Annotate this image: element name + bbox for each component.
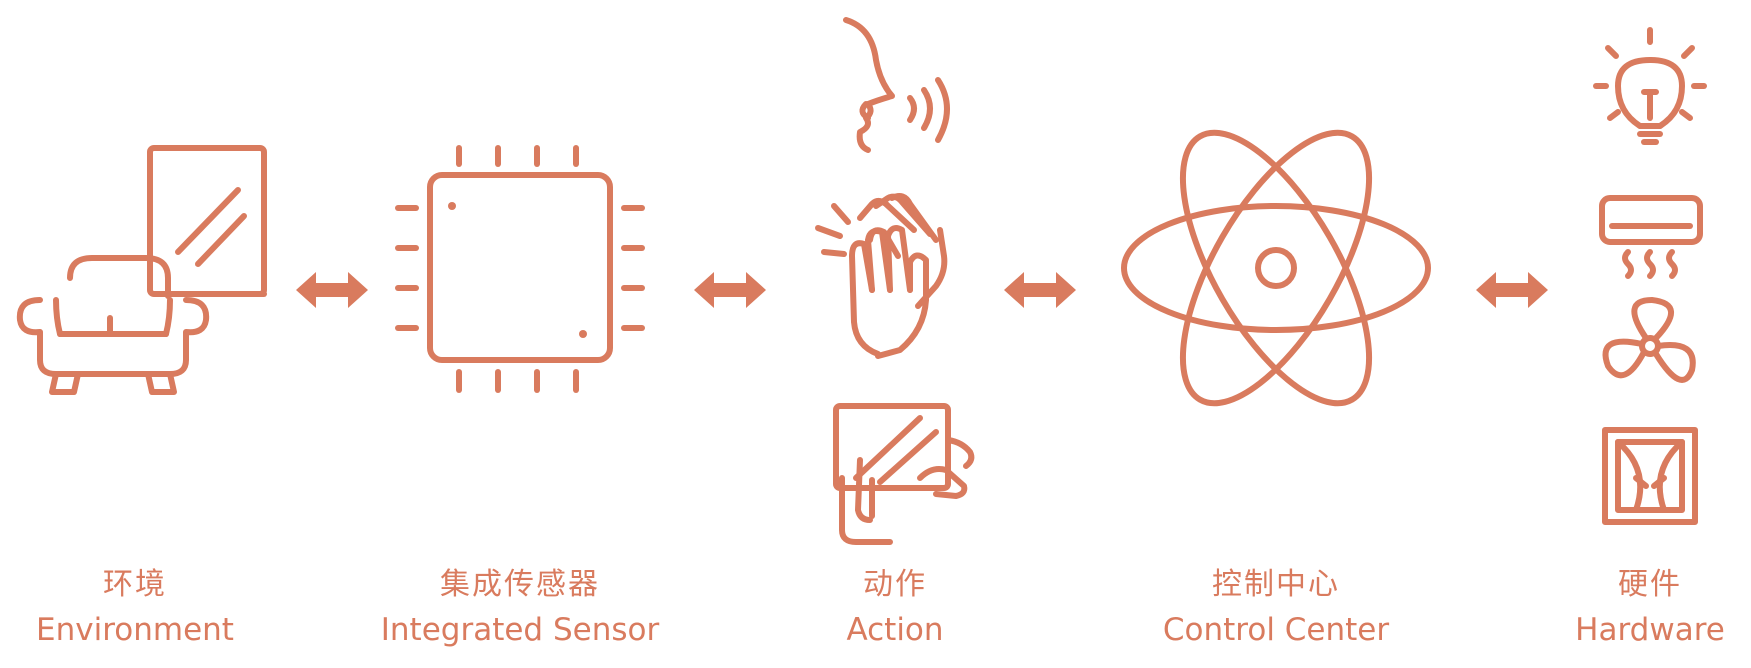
atom-icon [1121, 129, 1431, 407]
stage-label-action: 动作 Action [800, 567, 990, 648]
double-arrow-icon [1476, 272, 1548, 308]
window-icon [147, 145, 267, 297]
stage-title-zh: 控制中心 [1212, 567, 1340, 602]
stage-label-hardware: 硬件 Hardware [1560, 567, 1740, 648]
stage-label-integrated-sensor: 集成传感器 Integrated Sensor [360, 567, 680, 648]
voice-icon [843, 17, 950, 153]
stage-title-en: Action [846, 611, 944, 648]
stage-title-en: Integrated Sensor [380, 611, 660, 648]
sofa-icon [16, 255, 210, 395]
stage-title-zh: 动作 [863, 567, 927, 602]
double-arrow-icon [694, 272, 766, 308]
curtain-icon [1602, 427, 1698, 525]
stage-title-en: Environment [36, 611, 234, 648]
chip-icon [395, 145, 645, 393]
fan-icon [1602, 297, 1696, 383]
stage-label-control-center: 控制中心 Control Center [1126, 567, 1426, 648]
stage-title-zh: 硬件 [1618, 567, 1682, 602]
stage-title-en: Control Center [1162, 611, 1390, 648]
double-arrow-icon [1004, 272, 1076, 308]
air-conditioner-icon [1599, 195, 1703, 279]
stage-title-zh: 集成传感器 [440, 567, 600, 602]
clap-icon [815, 193, 948, 359]
light-bulb-icon [1593, 27, 1707, 145]
touch-tablet-icon [833, 403, 975, 545]
stage-label-environment: 环境 Environment [20, 567, 250, 648]
double-arrow-icon [296, 272, 368, 308]
stage-title-zh: 环境 [103, 567, 167, 602]
stage-title-en: Hardware [1575, 611, 1725, 648]
